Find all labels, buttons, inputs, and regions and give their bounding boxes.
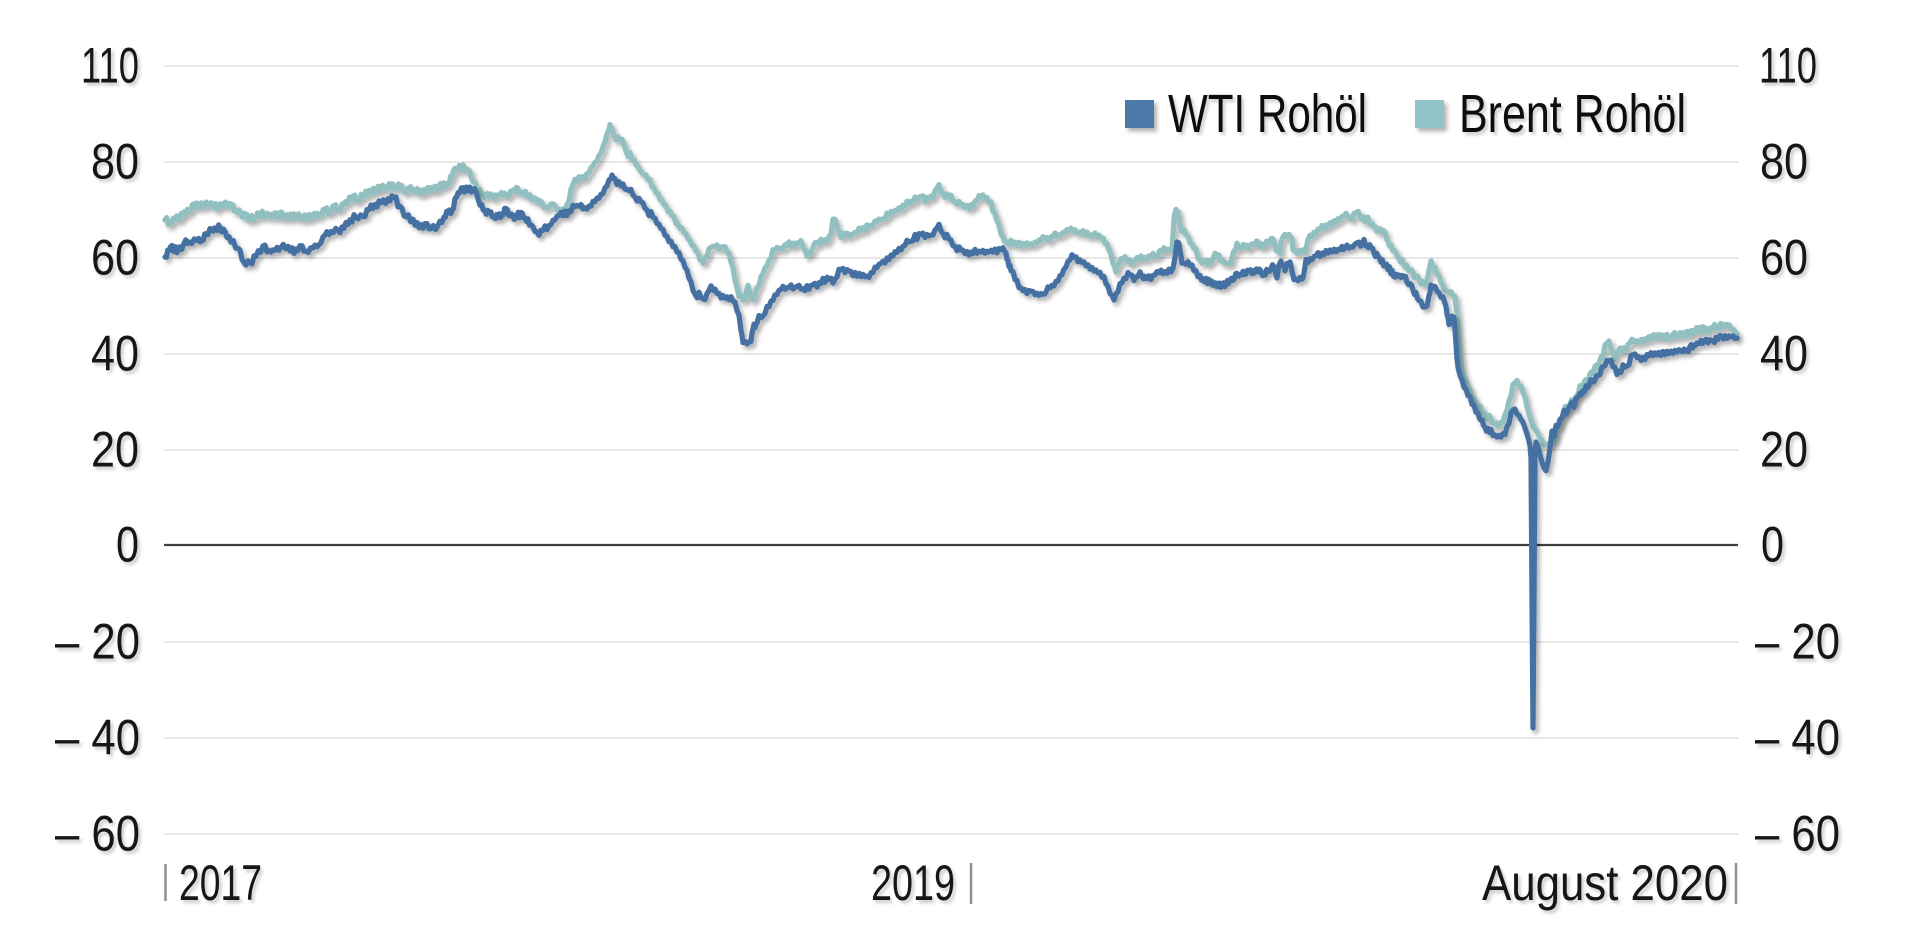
svg-text:80: 80	[91, 134, 139, 190]
svg-text:August 2020: August 2020	[1482, 855, 1728, 911]
svg-text:– 60: – 60	[1755, 806, 1840, 862]
svg-text:60: 60	[1760, 230, 1808, 286]
svg-text:WTI Rohöl: WTI Rohöl	[1168, 84, 1367, 144]
svg-text:80: 80	[1760, 134, 1808, 190]
svg-text:40: 40	[91, 326, 139, 382]
svg-text:Brent Rohöl: Brent Rohöl	[1459, 84, 1686, 144]
svg-text:2017: 2017	[179, 855, 262, 911]
svg-text:0: 0	[116, 517, 139, 573]
svg-text:0: 0	[1761, 517, 1784, 573]
svg-text:110: 110	[1759, 38, 1817, 94]
svg-text:– 20: – 20	[55, 614, 140, 670]
svg-text:20: 20	[1760, 422, 1808, 478]
svg-text:40: 40	[1760, 326, 1808, 382]
svg-text:– 20: – 20	[1755, 614, 1840, 670]
svg-text:20: 20	[91, 422, 139, 478]
svg-text:– 40: – 40	[55, 710, 140, 766]
svg-text:2019: 2019	[871, 855, 955, 911]
svg-text:– 40: – 40	[1755, 710, 1840, 766]
svg-text:60: 60	[91, 230, 139, 286]
svg-text:– 60: – 60	[55, 806, 140, 862]
svg-text:110: 110	[81, 38, 139, 94]
